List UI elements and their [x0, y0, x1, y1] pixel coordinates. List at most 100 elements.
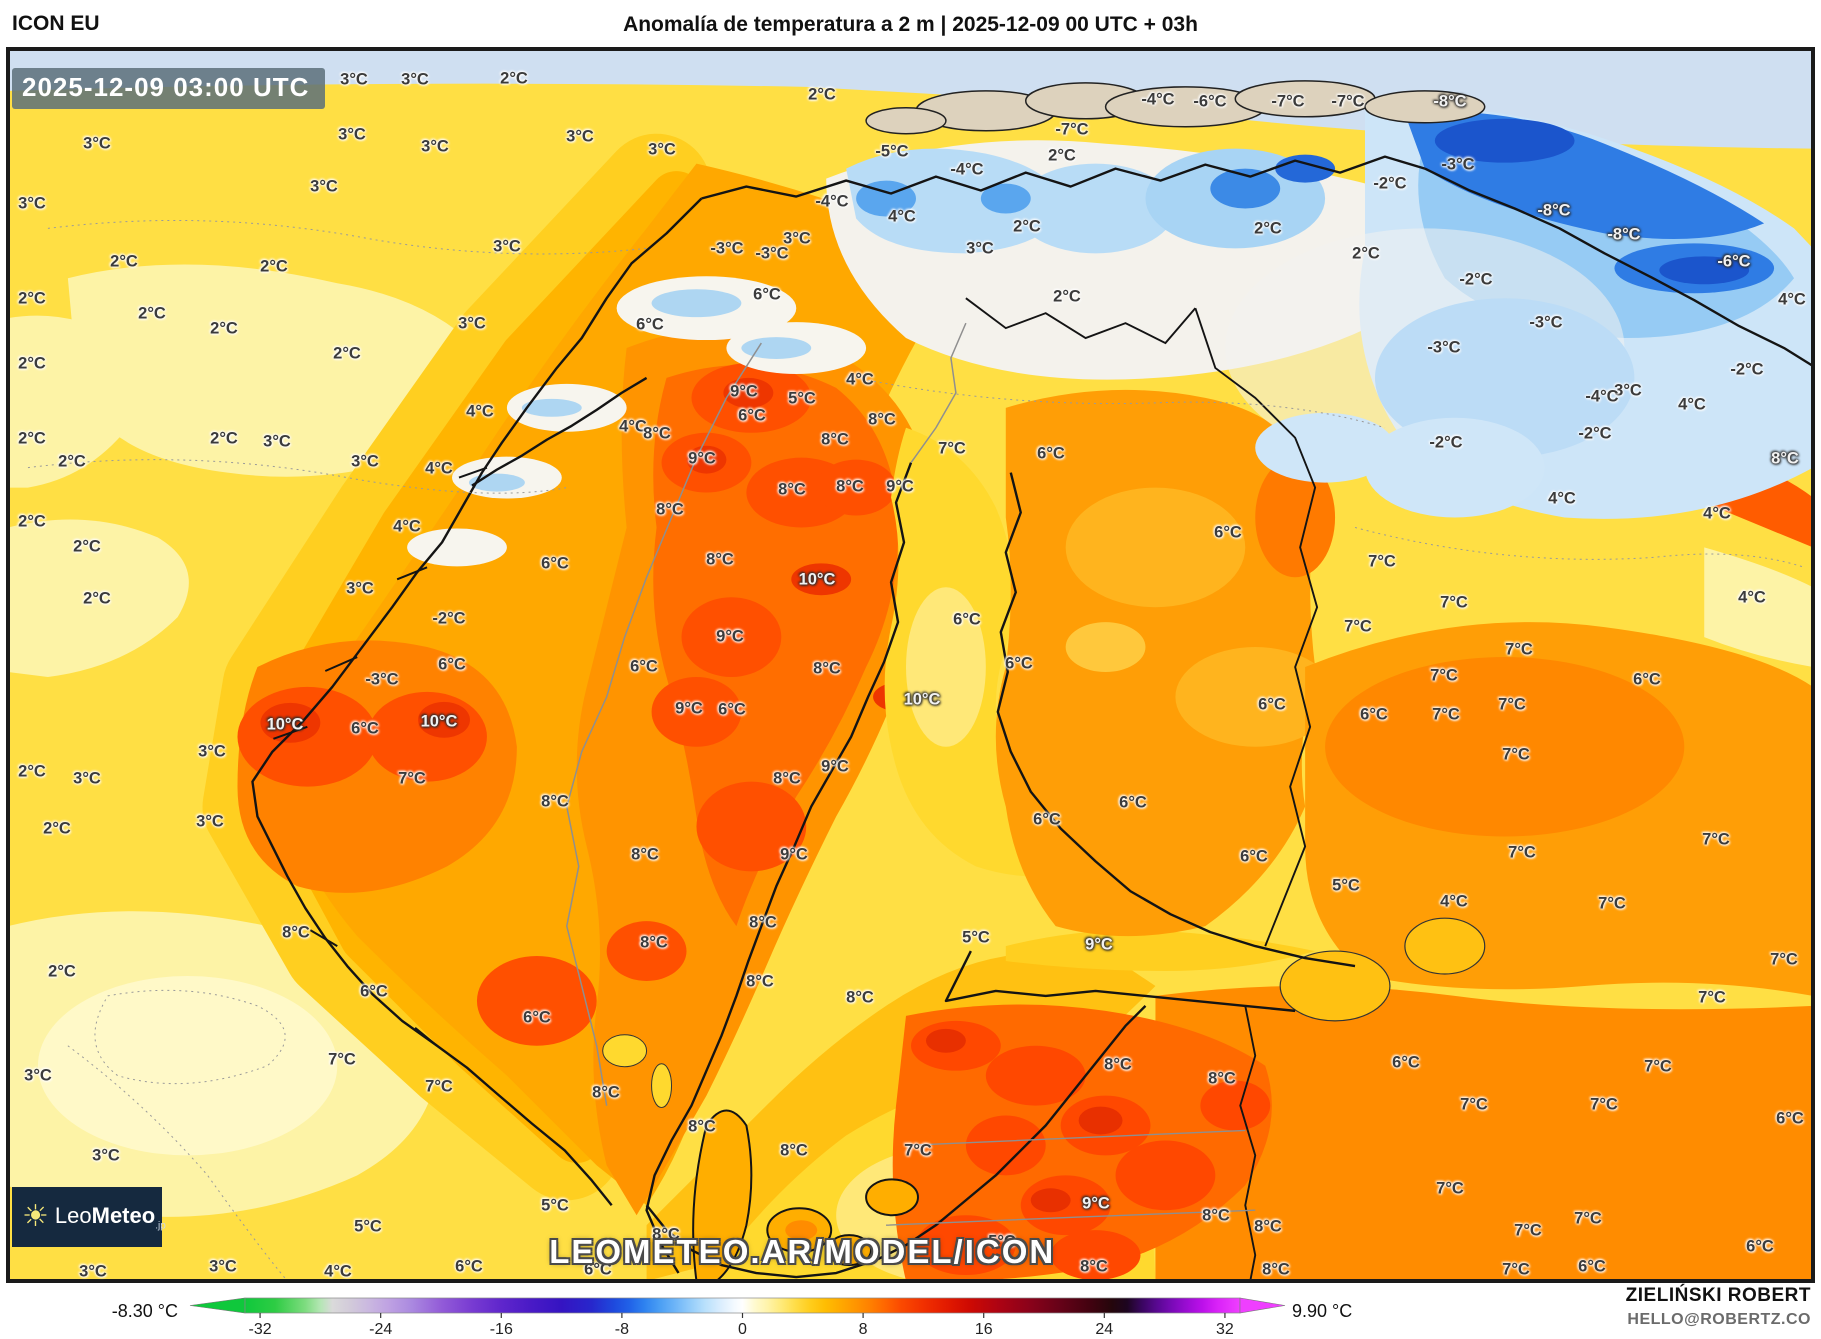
temp-label: 3°C: [566, 127, 594, 146]
temp-label: -7°C: [1331, 92, 1365, 111]
temp-label: 6°C: [523, 1008, 551, 1027]
temp-label: 6°C: [738, 406, 766, 425]
temp-label: -4°C: [1141, 90, 1175, 109]
temp-label: 2°C: [73, 537, 101, 556]
scale-left-arrow: [189, 1297, 246, 1314]
temp-label: 6°C: [636, 315, 664, 334]
temp-label: 6°C: [584, 1260, 612, 1279]
temp-label: 6°C: [351, 719, 379, 738]
temp-label: 7°C: [1498, 695, 1526, 714]
temp-label: 6°C: [1258, 695, 1286, 714]
temp-label: 3°C: [18, 194, 46, 213]
temp-label: 6°C: [1633, 670, 1661, 689]
temp-label: 3°C: [648, 140, 676, 159]
temp-label: 7°C: [1430, 666, 1458, 685]
temp-label: 7°C: [1770, 950, 1798, 969]
temp-label: 3°C: [92, 1146, 120, 1165]
temp-label: 4°C: [846, 370, 874, 389]
temp-label: -4°C: [1585, 387, 1619, 406]
page-title: Anomalía de temperatura a 2 m | 2025-12-…: [623, 13, 1198, 36]
temp-label: -4°C: [815, 192, 849, 211]
svg-text:8: 8: [859, 1321, 868, 1338]
temp-label: 8°C: [813, 659, 841, 678]
temp-label: 3°C: [966, 239, 994, 258]
temp-label: -8°C: [1537, 201, 1571, 220]
temp-label: 5°C: [354, 1217, 382, 1236]
temp-label: -7°C: [1055, 120, 1089, 139]
temp-label: 6°C: [1578, 1257, 1606, 1276]
temp-label: 3°C: [209, 1257, 237, 1276]
temp-label: 10°C: [798, 570, 836, 589]
scale-gradient: [244, 1297, 1241, 1314]
svg-text:-32: -32: [249, 1321, 272, 1338]
temp-label: 9°C: [1082, 1194, 1110, 1213]
temp-label: -2°C: [1373, 174, 1407, 193]
temp-label: 7°C: [1644, 1057, 1672, 1076]
temp-label: 3°C: [421, 137, 449, 156]
temp-label: 10°C: [266, 715, 304, 734]
temp-label: 9°C: [730, 382, 758, 401]
temp-label: 7°C: [1574, 1209, 1602, 1228]
coastlines: [251, 155, 1813, 1279]
temp-label: 6°C: [455, 1257, 483, 1276]
temp-label: 8°C: [688, 1117, 716, 1136]
temp-label: 6°C: [541, 554, 569, 573]
temp-label: 7°C: [1505, 640, 1533, 659]
svg-text:-8: -8: [615, 1321, 629, 1338]
author-email: HELLO@ROBERTZ.CO: [1627, 1311, 1811, 1328]
temp-label: 6°C: [953, 610, 981, 629]
temp-label: 8°C: [1104, 1055, 1132, 1074]
temp-label: 3°C: [73, 769, 101, 788]
temp-label: 3°C: [83, 134, 111, 153]
temp-label: 2°C: [210, 319, 238, 338]
temp-label: 2°C: [1053, 287, 1081, 306]
temp-label: 7°C: [1502, 745, 1530, 764]
scale-right-arrow: [1239, 1297, 1286, 1314]
temp-label: 3°C: [198, 742, 226, 761]
temp-label: -3°C: [1529, 313, 1563, 332]
temp-label: -8°C: [1607, 225, 1641, 244]
temp-label: 8°C: [749, 913, 777, 932]
temp-label: 6°C: [630, 657, 658, 676]
credit-block: ZIELIŃSKI ROBERT HELLO@ROBERTZ.CO: [1626, 1285, 1811, 1329]
temp-label: 7°C: [328, 1050, 356, 1069]
header-bar: ICON EU Anomalía de temperatura a 2 m | …: [0, 0, 1821, 47]
temp-label: 5°C: [962, 928, 990, 947]
temp-label: 7°C: [1460, 1095, 1488, 1114]
temp-label: 2°C: [1013, 217, 1041, 236]
temp-label: 7°C: [1432, 705, 1460, 724]
temp-label: 8°C: [746, 972, 774, 991]
temp-label: 2°C: [18, 429, 46, 448]
temp-label: 7°C: [1590, 1095, 1618, 1114]
temp-label: 2°C: [18, 512, 46, 531]
temp-label: 3°C: [493, 237, 521, 256]
temp-label: 4°C: [1548, 489, 1576, 508]
temp-label: 2°C: [18, 762, 46, 781]
temp-label: 8°C: [868, 410, 896, 429]
temp-label: 8°C: [780, 1141, 808, 1160]
temp-label: 2°C: [500, 69, 528, 88]
temp-label: 2°C: [110, 252, 138, 271]
temp-label: 6°C: [1214, 523, 1242, 542]
temp-label: 2°C: [83, 589, 111, 608]
scale-max-label: 9.90 °C: [1292, 1301, 1352, 1321]
lakes: [602, 917, 1486, 1109]
temp-label: 6°C: [1119, 793, 1147, 812]
temp-label: 2°C: [210, 429, 238, 448]
temp-label: 2°C: [1352, 244, 1380, 263]
temp-label: 9°C: [821, 757, 849, 776]
contour-lines: [27, 219, 1805, 1281]
temp-label: 8°C: [1080, 1257, 1108, 1276]
temp-label: 6°C: [1360, 705, 1388, 724]
temp-label: 7°C: [1598, 894, 1626, 913]
footer: -8.30 °C -32 -24 -16 -8 0 8 16 24 32 9.90 °C ZIE…: [0, 1283, 1821, 1339]
svg-text:32: 32: [1216, 1321, 1234, 1338]
temp-label: 3°C: [346, 579, 374, 598]
temp-label: 7°C: [425, 1077, 453, 1096]
svg-text:-24: -24: [369, 1321, 392, 1338]
temp-label: 3°C: [79, 1262, 107, 1281]
temp-label: 6°C: [1240, 847, 1268, 866]
temp-label: -2°C: [1730, 360, 1764, 379]
temp-label: 7°C: [1698, 988, 1726, 1007]
temp-label: 2°C: [138, 304, 166, 323]
